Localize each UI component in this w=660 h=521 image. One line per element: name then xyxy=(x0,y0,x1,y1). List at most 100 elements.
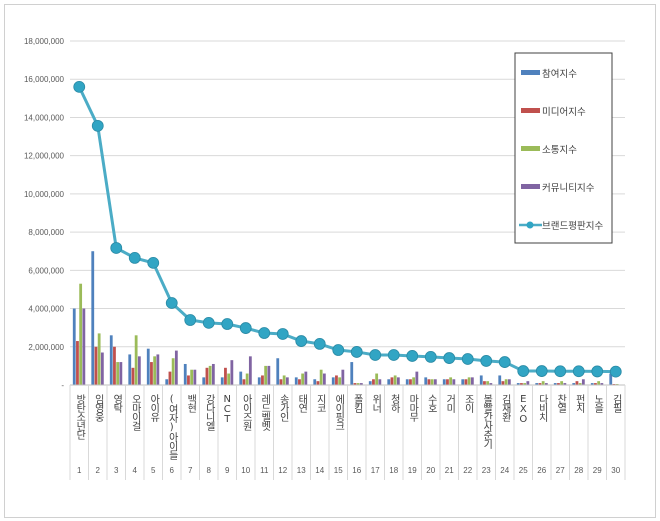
x-category-label: 오마이걸 xyxy=(129,394,141,431)
line-point xyxy=(591,365,604,378)
bar-소통지수 xyxy=(134,335,138,385)
y-tick-label: 2,000,000 xyxy=(28,343,64,352)
y-tick-label: 10,000,000 xyxy=(24,190,65,199)
bar-참여지수 xyxy=(479,375,483,385)
x-rank-label: 18 xyxy=(389,466,398,475)
bar-커뮤니티지수 xyxy=(600,383,604,385)
x-rank-label: 14 xyxy=(315,466,324,475)
y-tick-label: - xyxy=(61,381,64,390)
bar-참여지수 xyxy=(276,358,280,385)
legend-label: 미디어지수 xyxy=(542,107,586,118)
bar-커뮤니티지수 xyxy=(452,379,456,385)
bar-참여지수 xyxy=(590,383,594,385)
bar-참여지수 xyxy=(535,383,539,385)
bar-소통지수 xyxy=(171,358,175,385)
x-category-label: 영탁 xyxy=(111,394,123,413)
line-point xyxy=(147,256,160,269)
x-category-label: 태연 xyxy=(296,394,308,413)
bar-커뮤니티지수 xyxy=(526,381,530,385)
bar-커뮤니티지수 xyxy=(507,379,511,385)
line-point xyxy=(295,335,308,347)
bar-참여지수 xyxy=(294,377,298,385)
x-category-label: 방탄소년단 xyxy=(74,394,86,440)
bar-소통지수 xyxy=(301,373,305,385)
x-category-label: 아이유 xyxy=(148,394,160,423)
line-point xyxy=(406,350,419,362)
x-category-label: 지코 xyxy=(314,394,326,412)
bar-미디어지수 xyxy=(464,379,468,385)
line-point xyxy=(276,328,289,340)
bar-소통지수 xyxy=(190,369,194,385)
bar-참여지수 xyxy=(202,377,206,385)
x-category-label: 청하 xyxy=(388,394,400,414)
x-rank-label: 26 xyxy=(537,466,546,475)
bar-소통지수 xyxy=(375,373,379,385)
x-category-label: 마마무 xyxy=(407,394,419,423)
line-point xyxy=(554,365,567,378)
x-category-label: 레드벨벳 xyxy=(259,394,271,432)
line-point xyxy=(369,349,382,361)
bar-참여지수 xyxy=(553,383,557,385)
x-rank-label: 30 xyxy=(611,466,620,475)
line-point xyxy=(498,356,511,368)
x-rank-label: 13 xyxy=(297,466,306,475)
line-point xyxy=(517,365,530,377)
line-point xyxy=(609,365,622,378)
x-category-label: EXO xyxy=(518,394,529,424)
x-rank-label: 2 xyxy=(96,466,101,475)
x-category-label: 에이핑크 xyxy=(333,394,345,430)
line-point xyxy=(202,316,215,329)
bar-미디어지수 xyxy=(538,383,542,385)
x-category-label: 볼빨간사춘기 xyxy=(481,394,493,450)
legend-swatch-미디어지수 xyxy=(521,108,540,113)
line-point xyxy=(535,365,548,377)
bar-참여지수 xyxy=(331,377,335,385)
bar-미디어지수 xyxy=(427,379,431,385)
bar-커뮤니티지수 xyxy=(248,356,252,385)
bar-참여지수 xyxy=(165,379,169,385)
line-point xyxy=(165,297,178,309)
bar-커뮤니티지수 xyxy=(489,383,493,385)
bar-참여지수 xyxy=(368,381,372,385)
bar-미디어지수 xyxy=(150,362,153,385)
line-point xyxy=(221,318,234,330)
bar-소통지수 xyxy=(578,383,582,385)
x-category-label: 위너 xyxy=(370,393,382,414)
bar-소통지수 xyxy=(282,375,286,385)
bar-참여지수 xyxy=(572,383,576,385)
bar-미디어지수 xyxy=(409,379,412,385)
x-rank-label: 28 xyxy=(574,466,583,475)
bar-커뮤니티지수 xyxy=(415,371,419,385)
x-rank-label: 6 xyxy=(170,466,175,475)
x-rank-label: 19 xyxy=(408,466,417,475)
y-tick-label: 8,000,000 xyxy=(28,228,64,237)
bar-커뮤니티지수 xyxy=(267,365,271,385)
x-category-label: (여자)아이들 xyxy=(166,394,178,460)
x-rank-label: 10 xyxy=(241,466,250,475)
bar-미디어지수 xyxy=(372,379,375,385)
bar-참여지수 xyxy=(91,251,95,385)
bar-커뮤니티지수 xyxy=(156,354,160,385)
bar-커뮤니티지수 xyxy=(359,383,363,385)
bar-미디어지수 xyxy=(483,381,486,385)
bar-미디어지수 xyxy=(205,367,209,385)
bar-미디어지수 xyxy=(335,375,338,385)
bar-소통지수 xyxy=(504,379,508,385)
line-point xyxy=(350,346,363,358)
legend-label: 커뮤니티지수 xyxy=(542,183,595,194)
bar-커뮤니티지수 xyxy=(304,371,308,385)
x-rank-label: 25 xyxy=(519,466,528,475)
x-rank-label: 24 xyxy=(500,466,509,475)
brand-reputation-line xyxy=(73,80,622,378)
line-point xyxy=(387,349,400,361)
x-rank-label: 29 xyxy=(593,466,602,475)
x-category-label: 펀치 xyxy=(573,394,585,414)
bar-소통지수 xyxy=(412,377,416,385)
x-rank-label: 23 xyxy=(482,466,491,475)
x-category-label: 김필 xyxy=(610,394,622,413)
bar-참여지수 xyxy=(257,377,261,385)
bar-미디어지수 xyxy=(279,379,283,385)
bar-참여지수 xyxy=(146,348,150,385)
legend-label: 브랜드평판지수 xyxy=(542,221,603,232)
